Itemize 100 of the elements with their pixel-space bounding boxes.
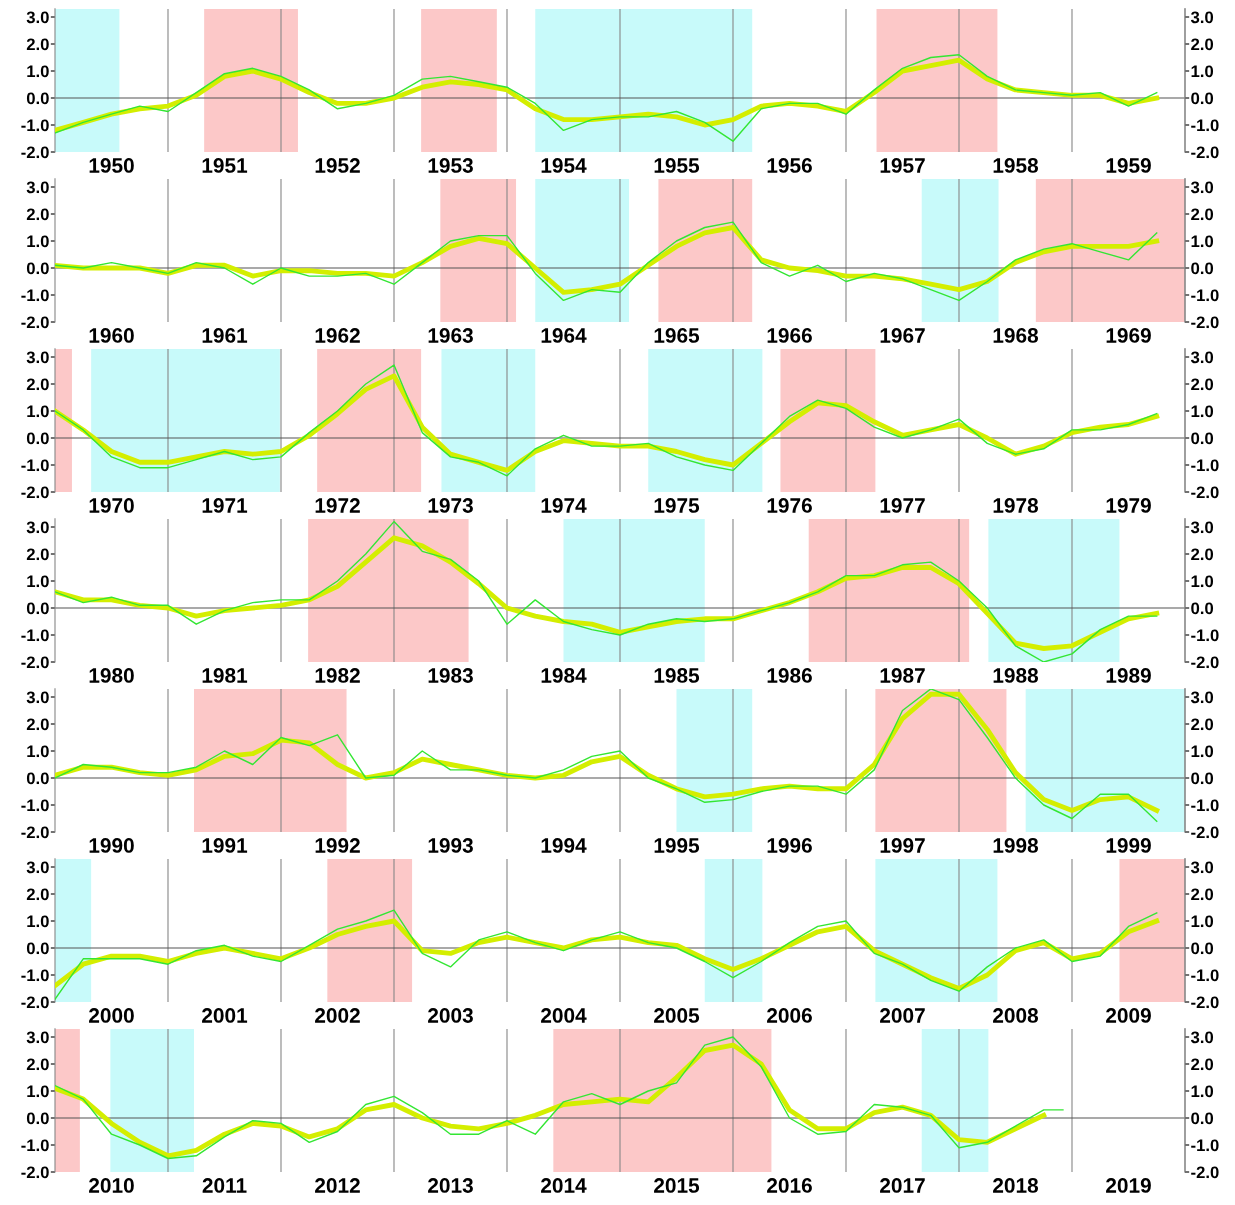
y-tick-label: 1.0 [27, 405, 49, 418]
x-tick-label: 1987 [880, 668, 925, 683]
y2-tick-label: 1.0 [1191, 1085, 1214, 1098]
x-tick-label: 2015 [654, 1178, 700, 1193]
y-tick-label: -1.0 [21, 629, 49, 642]
x-tick-label: 1966 [767, 328, 812, 343]
y-tick-label: 1.0 [27, 1085, 49, 1098]
y-tick-label: -1.0 [21, 1139, 49, 1152]
y2-tick-label: 1.0 [1191, 65, 1214, 78]
x-tick-label: 2003 [428, 1008, 473, 1023]
x-tick-label: 2010 [89, 1178, 134, 1193]
x-tick-label: 1971 [202, 498, 248, 513]
x-tick-label: 1999 [1106, 838, 1151, 853]
y2-tick-label: 3.0 [1190, 11, 1214, 24]
x-tick-label: 1986 [767, 668, 812, 683]
y2-tick-label: -2.0 [1191, 146, 1219, 159]
y2-tick-label: -1.0 [1191, 969, 1219, 982]
x-tick-label: 2016 [767, 1178, 812, 1193]
y2-tick-label: -1.0 [1191, 119, 1219, 132]
x-tick-label: 2018 [993, 1178, 1039, 1193]
y2-tick-label: -2.0 [1191, 826, 1219, 839]
y2-tick-label: 3.0 [1190, 181, 1214, 194]
y2-tick-label: 0.0 [1191, 942, 1214, 955]
x-tick-label: 2002 [315, 1008, 360, 1023]
x-tick-label: 1970 [89, 498, 134, 513]
y2-tick-label: 2.0 [1191, 38, 1214, 51]
x-tick-label: 1963 [428, 328, 473, 343]
y-tick-label: 0.0 [26, 942, 49, 955]
y-tick-label: 2.0 [26, 718, 49, 731]
line-series [55, 520, 1158, 662]
x-tick-label: 2005 [654, 1008, 700, 1023]
y2-tick-label: 1.0 [1191, 745, 1214, 758]
y-tick-label: -1.0 [21, 459, 49, 472]
x-tick-label: 2004 [541, 1008, 587, 1023]
x-tick-label: 2011 [202, 1178, 247, 1193]
y-tick-label: -2.0 [21, 146, 49, 159]
x-tick-label: 1996 [767, 838, 812, 853]
y-tick-label: -2.0 [21, 316, 49, 329]
x-tick-label: 2019 [1106, 1178, 1151, 1193]
x-tick-label: 1991 [202, 838, 248, 853]
x-tick-label: 1953 [428, 158, 473, 173]
x-tick-label: 1952 [315, 158, 360, 173]
y2-tick-label: 2.0 [1191, 888, 1214, 901]
y-tick-label: -1.0 [21, 289, 49, 302]
y-tick-label: 0.0 [26, 602, 49, 615]
y-tick-label: 2.0 [26, 208, 49, 221]
x-tick-label: 1965 [654, 328, 700, 343]
y2-tick-label: 0.0 [1191, 92, 1214, 105]
y2-tick-label: 1.0 [1191, 915, 1214, 928]
y-tick-label: 1.0 [27, 235, 49, 248]
x-tick-label: 1980 [89, 668, 134, 683]
x-tick-label: 1959 [1106, 158, 1151, 173]
y-tick-label: 3.0 [26, 1031, 49, 1044]
x-tick-label: 2012 [315, 1178, 360, 1193]
y-tick-label: 3.0 [26, 181, 49, 194]
x-tick-label: 1954 [541, 158, 587, 173]
y-tick-label: 2.0 [26, 38, 49, 51]
x-tick-label: 1997 [880, 838, 925, 853]
x-tick-label: 1995 [654, 838, 700, 853]
y2-tick-label: 2.0 [1191, 718, 1214, 731]
y2-tick-label: 3.0 [1190, 861, 1214, 874]
x-tick-label: 1992 [315, 838, 360, 853]
x-tick-label: 1962 [315, 328, 360, 343]
y2-tick-label: 0.0 [1191, 432, 1214, 445]
y2-tick-label: -2.0 [1191, 316, 1219, 329]
y-tick-label: 3.0 [26, 351, 49, 364]
x-tick-label: 1993 [428, 838, 473, 853]
x-tick-label: 1951 [202, 158, 248, 173]
y2-tick-label: 3.0 [1190, 1031, 1214, 1044]
y-tick-label: 0.0 [26, 262, 49, 275]
x-tick-label: 2000 [89, 1008, 134, 1023]
x-tick-label: 2017 [880, 1178, 925, 1193]
y-tick-label: 2.0 [26, 1058, 49, 1071]
y-tick-label: 0.0 [26, 772, 49, 785]
x-tick-label: 1957 [880, 158, 925, 173]
x-tick-label: 1978 [993, 498, 1039, 513]
x-tick-label: 1955 [654, 158, 700, 173]
x-tick-label: 2006 [767, 1008, 812, 1023]
y2-tick-label: -2.0 [1191, 656, 1219, 669]
x-tick-label: 1981 [202, 668, 248, 683]
y-tick-label: -2.0 [21, 486, 49, 499]
y2-tick-label: -2.0 [1191, 486, 1219, 499]
y2-tick-label: 0.0 [1191, 602, 1214, 615]
x-tick-label: 1969 [1106, 328, 1151, 343]
x-tick-label: 2014 [541, 1178, 587, 1193]
x-tick-label: 1977 [880, 498, 925, 513]
x-tick-label: 1960 [89, 328, 134, 343]
y2-tick-label: -1.0 [1191, 799, 1219, 812]
y2-tick-label: -1.0 [1191, 289, 1219, 302]
x-tick-label: 1984 [541, 668, 587, 683]
y2-tick-label: 2.0 [1191, 208, 1214, 221]
y2-tick-label: 3.0 [1190, 351, 1214, 364]
y-tick-label: 0.0 [26, 432, 49, 445]
y-tick-label: 0.0 [26, 92, 49, 105]
y-tick-label: 2.0 [26, 378, 49, 391]
y-tick-label: -2.0 [21, 826, 49, 839]
y2-tick-label: -2.0 [1191, 1166, 1219, 1179]
y2-tick-label: 1.0 [1191, 405, 1214, 418]
y2-tick-label: -1.0 [1191, 459, 1219, 472]
x-tick-label: 1979 [1106, 498, 1151, 513]
